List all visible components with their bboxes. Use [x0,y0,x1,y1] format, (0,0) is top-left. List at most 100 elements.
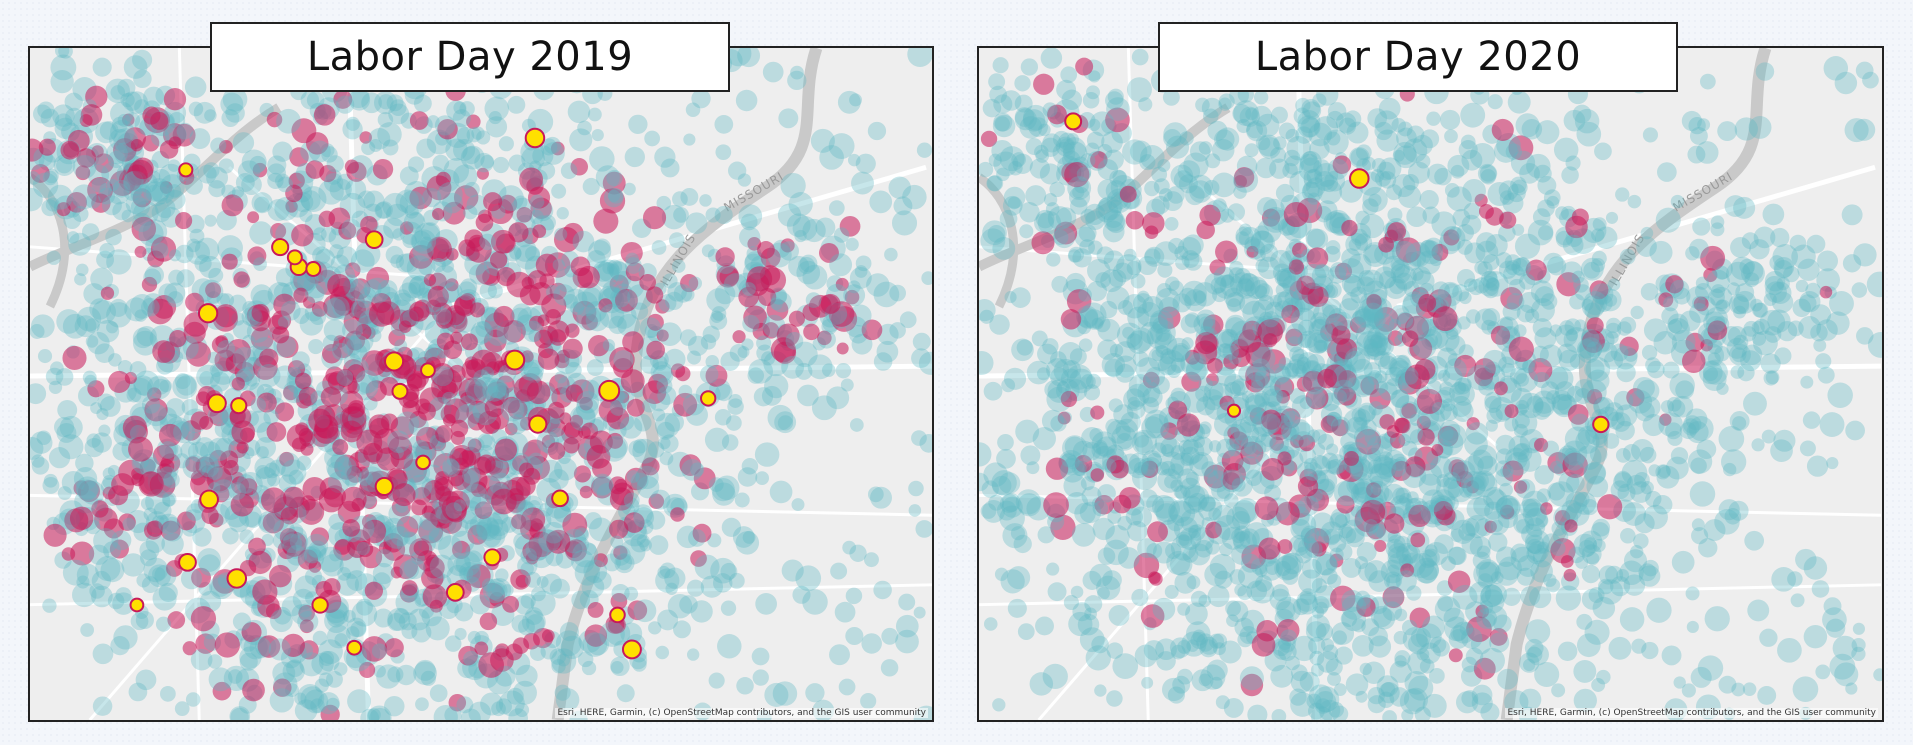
heat-point [1533,371,1550,389]
heat-point [1326,411,1342,427]
heat-point [908,504,922,517]
heat-point [547,442,566,460]
heat-point [360,708,380,720]
heat-point [366,266,390,290]
heat-point [1565,473,1585,493]
heat-point [802,264,828,290]
heat-point [1170,387,1186,403]
heat-point [1025,185,1047,206]
heat-point [570,301,584,316]
heat-point [1521,118,1543,140]
heat-point [1415,153,1431,169]
heat-point [249,155,267,173]
heat-point [1817,366,1835,384]
heat-point [997,434,1014,451]
heat-point [326,454,352,480]
heat-point [1082,92,1100,109]
heat-point [433,704,458,720]
heat-point [190,411,210,430]
heat-point [269,564,292,588]
heat-point [87,380,105,398]
heat-point [345,178,367,200]
heat-point [893,196,913,216]
heat-point [1374,370,1388,384]
heat-point [369,139,383,152]
heat-point [762,61,784,83]
heat-point [820,293,841,314]
heat-point [525,537,550,561]
heat-point [445,278,459,292]
heat-point [554,684,571,701]
heat-point [377,112,394,128]
heat-point [1477,163,1498,184]
heat-point [122,91,142,111]
heat-point [312,246,331,265]
heat-point [1290,518,1311,540]
heat-point [326,697,340,712]
heat-point [30,431,53,454]
heat-point [96,250,115,269]
map-panel-2019[interactable]: MISSOURI ILLINOIS Esri, HERE, Garmin, (c… [28,46,934,722]
heat-point [161,532,184,556]
heat-point [1832,635,1858,661]
heat-point [1687,449,1713,474]
heat-point [193,101,216,124]
heat-point [673,284,693,303]
heat-point [490,229,515,254]
heat-point [383,517,405,539]
heat-point [1216,366,1237,387]
heat-point [837,90,861,114]
heat-point [197,164,217,184]
heat-point [694,554,720,580]
heat-point [554,457,577,481]
heat-point [562,338,583,359]
heat-point [532,145,554,167]
heat-point [1591,228,1605,242]
heat-point [620,241,643,265]
heat-point [1320,638,1335,652]
heat-point [236,474,256,494]
heat-point [511,614,530,633]
heat-point [109,298,128,317]
heat-point [329,244,344,259]
heat-point [495,568,509,582]
heat-point [1535,120,1560,145]
heat-point [433,265,458,289]
heat-point [732,330,746,344]
heat-point [299,208,313,223]
heat-point [101,162,124,185]
heat-point [428,343,441,357]
heat-point [1138,97,1153,112]
heat-point [1227,203,1246,221]
heat-point [1223,698,1244,718]
heat-point [121,553,145,577]
heat-point [289,147,309,167]
heat-point [1299,588,1317,605]
heat-point [339,553,366,579]
heat-point [1192,453,1209,470]
heat-point [91,432,112,453]
heat-point [1431,401,1445,415]
heat-point [162,494,176,507]
map-panel-2020[interactable]: MISSOURI ILLINOIS Esri, HERE, Garmin, (c… [977,46,1884,722]
heat-point [255,465,270,480]
heat-point [658,294,677,313]
heat-point [1806,455,1829,477]
heat-point [256,392,277,413]
heat-point [473,369,491,387]
heat-point [1313,159,1331,177]
heat-point [1072,602,1092,622]
heat-point [384,695,405,717]
heat-point [371,643,388,659]
heat-point [209,363,224,377]
heat-point [492,156,510,174]
heat-point [416,138,437,159]
heat-point [113,625,138,650]
heat-point [322,334,340,352]
heat-point [608,260,628,280]
heat-point [475,213,494,232]
heat-point [548,468,569,490]
heat-point [249,636,272,659]
heat-point [1491,118,1514,141]
heat-point [727,398,744,415]
